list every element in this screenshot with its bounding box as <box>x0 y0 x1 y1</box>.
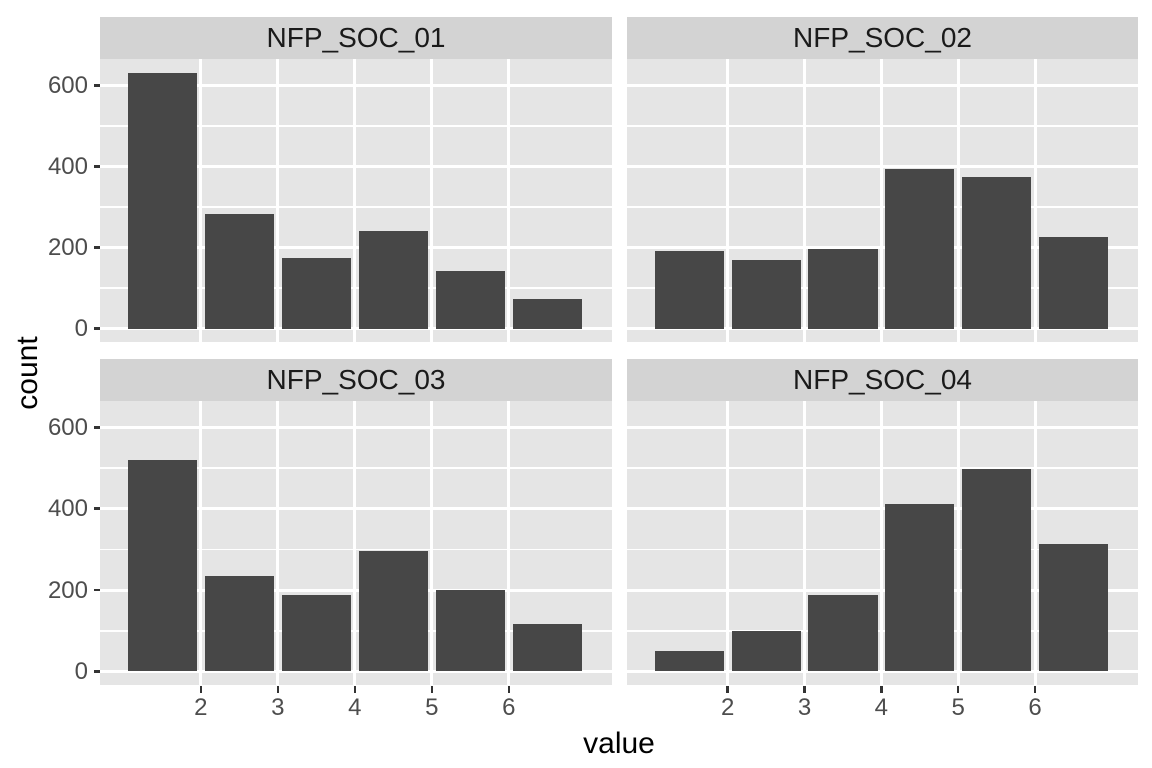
major-gridline-v <box>199 58 203 342</box>
y-tick-label-200: 200 <box>47 233 88 261</box>
major-gridline-v <box>803 400 806 685</box>
x-tick-mark <box>353 686 357 693</box>
y-tick-mark <box>94 670 100 673</box>
x-tick-mark <box>880 686 883 693</box>
major-gridline-v <box>726 58 730 342</box>
major-gridline-v <box>353 58 357 342</box>
facet-strip-nfp_soc_03: NFP_SOC_03 <box>100 359 612 401</box>
bar-x1.5-count-520 <box>127 459 197 672</box>
bar-x4.5-count-393 <box>885 169 955 329</box>
bar-x5.5-count-374 <box>962 176 1032 329</box>
facet-panel-nfp_soc_01 <box>100 58 612 342</box>
facet-panel-nfp_soc_03 <box>100 400 612 685</box>
major-gridline-v <box>956 400 960 685</box>
bar-x3.5-count-187 <box>808 595 878 672</box>
major-gridline-v <box>199 400 203 685</box>
x-tick-label-2: 2 <box>720 694 735 721</box>
facet-strip-label: NFP_SOC_02 <box>793 21 972 53</box>
major-gridline-v <box>430 400 434 685</box>
facet-panel-nfp_soc_04 <box>627 400 1138 685</box>
facet-strip-label: NFP_SOC_04 <box>793 363 972 395</box>
major-gridline-v <box>353 400 357 685</box>
bar-x3.5-count-195 <box>808 249 878 329</box>
major-gridline-v <box>879 58 883 342</box>
bar-x3.5-count-175 <box>281 257 351 329</box>
major-gridline-v <box>1033 400 1037 685</box>
bar-x4.5-count-412 <box>885 503 955 672</box>
bar-x2.5-count-99 <box>731 631 801 672</box>
major-gridline-v <box>507 58 511 342</box>
major-gridline-v <box>879 400 883 685</box>
x-tick-label-2: 2 <box>194 694 208 721</box>
bar-x6.5-count-117 <box>512 623 582 672</box>
x-tick-mark <box>956 686 960 693</box>
x-tick-label-3: 3 <box>797 694 812 721</box>
facet-strip-nfp_soc_04: NFP_SOC_04 <box>627 359 1138 401</box>
bar-x5.5-count-200 <box>435 590 505 672</box>
facet-panel-nfp_soc_02 <box>627 58 1138 342</box>
y-tick-label-0: 0 <box>74 315 88 343</box>
bar-x4.5-count-297 <box>358 550 428 672</box>
y-tick-mark <box>94 588 100 592</box>
y-tick-mark <box>94 327 100 330</box>
x-tick-mark <box>507 686 511 693</box>
x-axis-title: value <box>583 727 655 760</box>
x-tick-mark <box>803 686 806 693</box>
major-gridline-v <box>276 400 280 685</box>
major-gridline-v <box>430 58 434 342</box>
x-tick-label-5: 5 <box>425 694 439 721</box>
y-tick-mark <box>94 84 100 87</box>
bar-x1.5-count-630 <box>127 73 197 329</box>
y-tick-label-400: 400 <box>47 495 88 523</box>
y-tick-label-0: 0 <box>74 657 88 685</box>
bar-x3.5-count-187 <box>281 595 351 672</box>
major-gridline-v <box>1033 58 1037 342</box>
bar-x4.5-count-240 <box>358 231 428 329</box>
bar-x2.5-count-168 <box>731 260 801 329</box>
y-tick-label-200: 200 <box>47 576 88 604</box>
bar-x2.5-count-282 <box>204 214 274 329</box>
x-tick-label-6: 6 <box>1028 694 1042 721</box>
major-gridline-v <box>507 400 511 685</box>
bar-x2.5-count-235 <box>204 575 274 672</box>
y-tick-mark <box>94 165 100 168</box>
y-axis-title: count <box>11 336 44 410</box>
y-tick-label-600: 600 <box>47 71 88 99</box>
bar-x6.5-count-313 <box>1038 544 1109 672</box>
bar-x6.5-count-73 <box>512 298 582 329</box>
y-tick-label-600: 600 <box>47 413 88 441</box>
y-tick-label-400: 400 <box>47 152 88 180</box>
y-tick-mark <box>94 246 100 249</box>
facet-strip-label: NFP_SOC_01 <box>266 21 446 53</box>
x-tick-label-6: 6 <box>502 694 516 721</box>
bar-x1.5-count-50 <box>654 651 724 672</box>
y-tick-mark <box>94 426 100 429</box>
x-tick-mark <box>726 686 729 693</box>
major-gridline-v <box>276 58 280 342</box>
major-gridline-v <box>726 400 730 685</box>
x-tick-label-5: 5 <box>951 694 965 721</box>
x-tick-mark <box>430 686 434 693</box>
facet-strip-label: NFP_SOC_03 <box>266 363 446 395</box>
x-tick-mark <box>276 686 280 693</box>
x-tick-label-4: 4 <box>348 694 362 721</box>
bar-x6.5-count-226 <box>1038 236 1109 329</box>
major-gridline-v <box>803 58 806 342</box>
facet-strip-nfp_soc_02: NFP_SOC_02 <box>627 17 1138 59</box>
major-gridline-v <box>956 58 960 342</box>
x-tick-mark <box>1033 686 1037 693</box>
x-tick-label-3: 3 <box>271 694 285 721</box>
bar-x1.5-count-190 <box>654 251 724 329</box>
x-tick-mark <box>199 686 203 693</box>
bar-x5.5-count-497 <box>962 469 1032 672</box>
facet-strip-nfp_soc_01: NFP_SOC_01 <box>100 17 612 59</box>
y-tick-mark <box>94 507 100 510</box>
x-tick-label-4: 4 <box>874 694 889 721</box>
bar-x5.5-count-141 <box>435 271 505 329</box>
